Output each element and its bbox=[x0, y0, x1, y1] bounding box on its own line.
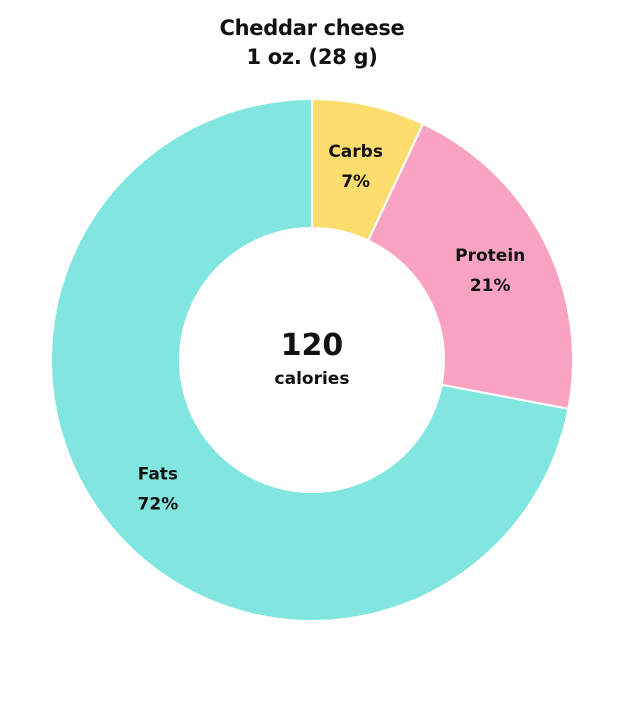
slice-label-fats: Fats bbox=[138, 464, 178, 484]
slice-protein bbox=[366, 122, 574, 411]
slice-percent-carbs: 7% bbox=[341, 172, 370, 192]
center-calories-value: 120 bbox=[281, 328, 344, 363]
center-calories-unit: calories bbox=[275, 369, 350, 389]
slice-fats bbox=[50, 97, 570, 622]
slice-label-carbs: Carbs bbox=[328, 142, 383, 162]
chart-title: Cheddar cheese bbox=[219, 16, 405, 40]
slice-percent-protein: 21% bbox=[470, 276, 511, 296]
chart-subtitle: 1 oz. (28 g) bbox=[246, 45, 378, 69]
slices-layer bbox=[50, 97, 574, 622]
labels-layer: Carbs 7% Protein 21% Fats 72% bbox=[138, 142, 526, 515]
slice-percent-fats: 72% bbox=[138, 494, 179, 514]
slice-label-protein: Protein bbox=[455, 246, 525, 266]
chart-title-block: Cheddar cheese 1 oz. (28 g) bbox=[0, 14, 624, 72]
